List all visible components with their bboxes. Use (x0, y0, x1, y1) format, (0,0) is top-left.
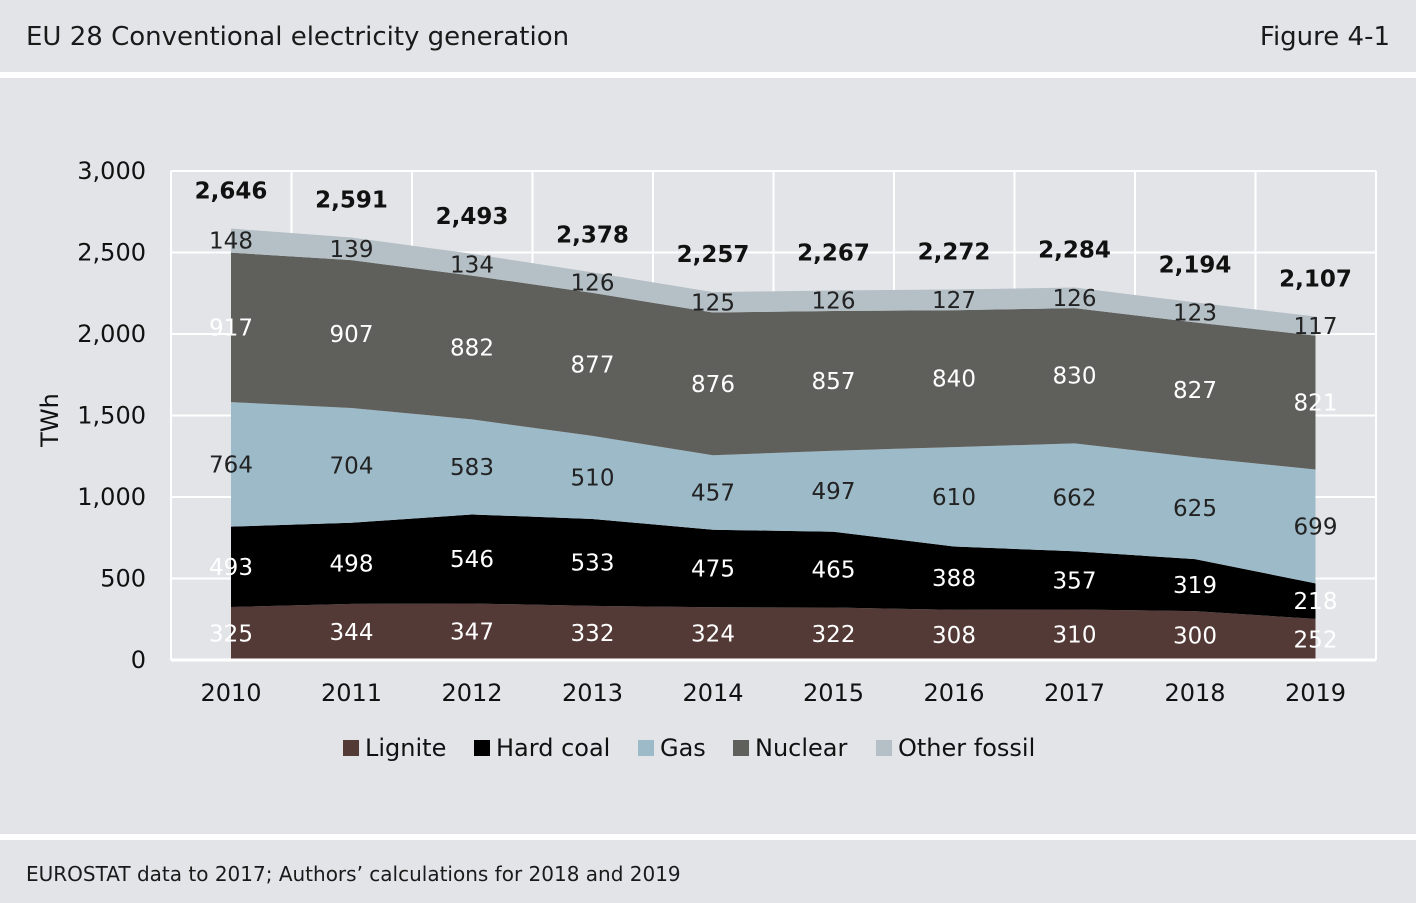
data-label-gas: 497 (812, 479, 856, 505)
data-label-nuclear: 907 (330, 322, 374, 348)
area-gas (231, 402, 1316, 584)
legend-swatch-other-fossil (876, 740, 892, 756)
header-band (0, 0, 1416, 72)
data-label-hard-coal: 388 (932, 566, 976, 592)
y-tick-label: 2,000 (77, 320, 146, 348)
legend-swatch-gas (638, 740, 654, 756)
data-label-gas: 583 (450, 455, 494, 481)
legend-label-gas: Gas (660, 734, 706, 762)
source-note: EUROSTAT data to 2017; Authors’ calculat… (26, 862, 681, 886)
data-label-nuclear: 882 (450, 336, 494, 362)
y-tick-label: 3,000 (77, 157, 146, 185)
figure-label: Figure 4-1 (1259, 22, 1390, 52)
x-tick-label: 2013 (562, 679, 623, 707)
legend-label-lignite: Lignite (365, 734, 446, 762)
data-label-nuclear: 857 (812, 369, 856, 395)
x-tick-label: 2019 (1285, 679, 1346, 707)
area-other-fossil (231, 228, 1316, 336)
data-label-other-fossil: 127 (932, 288, 976, 314)
data-label-nuclear: 876 (691, 372, 735, 398)
legend-swatch-nuclear (733, 740, 749, 756)
data-label-other-fossil: 126 (1053, 286, 1097, 312)
legend-swatch-lignite (343, 740, 359, 756)
data-label-other-fossil: 125 (691, 290, 735, 316)
data-label-nuclear: 821 (1294, 391, 1338, 417)
data-label-nuclear: 840 (932, 367, 976, 393)
data-label-lignite: 310 (1053, 623, 1097, 649)
total-label: 2,272 (918, 240, 991, 266)
data-label-other-fossil: 126 (812, 289, 856, 315)
data-label-gas: 625 (1173, 496, 1217, 522)
data-label-gas: 510 (571, 465, 615, 491)
footer-band (0, 840, 1416, 903)
data-label-lignite: 252 (1294, 627, 1338, 653)
legend-label-nuclear: Nuclear (755, 734, 848, 762)
data-label-gas: 457 (691, 481, 735, 507)
data-label-nuclear: 827 (1173, 378, 1217, 404)
area-lignite (231, 603, 1316, 660)
data-label-other-fossil: 117 (1294, 314, 1338, 340)
y-tick-label: 1,000 (77, 483, 146, 511)
data-label-hard-coal: 533 (571, 550, 615, 576)
data-label-lignite: 324 (691, 622, 735, 648)
total-label: 2,284 (1038, 238, 1111, 264)
total-label: 2,646 (195, 179, 268, 205)
y-axis-title: TWh (36, 393, 64, 448)
data-label-hard-coal: 357 (1053, 568, 1097, 594)
legend-label-hard-coal: Hard coal (496, 734, 610, 762)
y-tick-label: 2,500 (77, 239, 146, 267)
total-label: 2,493 (436, 204, 509, 230)
y-tick-label: 1,500 (77, 402, 146, 430)
data-label-gas: 699 (1294, 514, 1338, 540)
x-tick-label: 2018 (1164, 679, 1225, 707)
data-label-nuclear: 917 (209, 315, 253, 341)
data-label-lignite: 322 (812, 622, 856, 648)
data-label-lignite: 344 (330, 620, 374, 646)
area-hard-coal (231, 514, 1316, 619)
total-label: 2,194 (1159, 252, 1232, 278)
data-label-hard-coal: 498 (330, 551, 374, 577)
data-label-gas: 704 (330, 453, 374, 479)
data-label-other-fossil: 126 (571, 271, 615, 297)
data-label-gas: 764 (209, 452, 253, 478)
data-label-other-fossil: 123 (1173, 300, 1217, 326)
legend-label-other-fossil: Other fossil (898, 734, 1035, 762)
data-label-other-fossil: 139 (330, 237, 374, 263)
x-tick-label: 2012 (441, 679, 502, 707)
data-label-hard-coal: 465 (812, 558, 856, 584)
x-tick-label: 2010 (200, 679, 261, 707)
data-label-nuclear: 877 (571, 352, 615, 378)
legend-swatch-hard-coal (474, 740, 490, 756)
x-tick-label: 2011 (321, 679, 382, 707)
total-label: 2,257 (677, 242, 750, 268)
data-label-lignite: 308 (932, 623, 976, 649)
data-label-lignite: 325 (209, 622, 253, 648)
total-label: 2,107 (1279, 267, 1352, 293)
data-label-hard-coal: 493 (209, 555, 253, 581)
total-label: 2,267 (797, 240, 870, 266)
data-label-hard-coal: 319 (1173, 573, 1217, 599)
y-tick-label: 500 (100, 565, 146, 593)
data-label-lignite: 332 (571, 621, 615, 647)
x-tick-label: 2016 (923, 679, 984, 707)
area-nuclear (231, 252, 1316, 470)
x-tick-label: 2014 (682, 679, 743, 707)
data-label-lignite: 300 (1173, 624, 1217, 650)
x-tick-label: 2015 (803, 679, 864, 707)
y-tick-label: 0 (131, 646, 146, 674)
data-label-gas: 662 (1053, 485, 1097, 511)
chart-title: EU 28 Conventional electricity generatio… (26, 22, 570, 52)
data-label-lignite: 347 (450, 620, 494, 646)
x-tick-label: 2017 (1044, 679, 1105, 707)
data-label-other-fossil: 134 (450, 253, 494, 279)
data-label-nuclear: 830 (1053, 364, 1097, 390)
total-label: 2,591 (315, 188, 388, 214)
total-label: 2,378 (556, 222, 629, 248)
data-label-other-fossil: 148 (209, 229, 253, 255)
data-label-hard-coal: 475 (691, 556, 735, 582)
data-label-gas: 610 (932, 485, 976, 511)
data-label-hard-coal: 218 (1294, 589, 1338, 615)
data-label-hard-coal: 546 (450, 547, 494, 573)
